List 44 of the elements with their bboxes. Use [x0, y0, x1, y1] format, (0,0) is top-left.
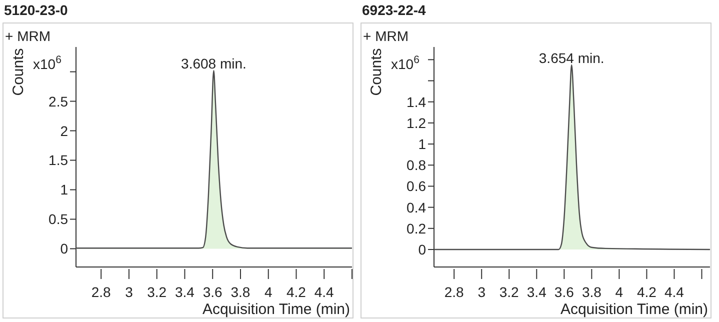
x-tick-label: 4: [615, 284, 624, 300]
text: x10$^{6}$: [391, 54, 420, 72]
x-tick-label: 2.8: [444, 284, 464, 300]
x-tick-label: 4.4: [664, 284, 684, 300]
x-tick-label: 3: [478, 284, 486, 300]
x-tick-label: 3.6: [202, 284, 223, 300]
x-axis-title: Acquisition Time (min): [560, 301, 708, 318]
y-axis-title: Counts: [10, 48, 27, 96]
chart-title: 5120-23-0: [4, 2, 68, 18]
x-tick-label: 3.4: [174, 284, 195, 300]
y-tick-label: 0: [418, 241, 426, 258]
x-tick-label: 4: [264, 284, 272, 300]
x-tick-label: 4.2: [636, 284, 657, 300]
y-tick-label: 0.4: [406, 199, 426, 216]
y-tick-label: 1.5: [48, 152, 68, 168]
y-axis-title: Counts: [368, 48, 385, 96]
x-axis-title: Acquisition Time (min): [202, 301, 350, 318]
text: + MRM: [363, 28, 408, 44]
y-tick-label: 2: [60, 122, 68, 139]
x-tick-label: 3.2: [147, 284, 167, 300]
x-tick-label: 3.2: [499, 284, 520, 300]
annotation: 3.654 min.: [538, 50, 604, 66]
x-tick-label: 2.8: [91, 284, 112, 300]
x-tick-label: 3.8: [230, 284, 250, 300]
y-tick-label: 0.2: [406, 220, 426, 236]
x-tick-label: 3.6: [554, 284, 574, 300]
y-tick-label: 1.4: [406, 94, 426, 110]
x-tick-label: 4.2: [286, 284, 306, 300]
x-tick-label: 3: [125, 284, 134, 300]
text: + MRM: [5, 28, 50, 44]
x-tick-label: 4.4: [314, 284, 334, 300]
y-tick-label: 0: [60, 240, 68, 257]
chart-title: 6923-22-4: [362, 2, 426, 18]
y-tick-label: 0.5: [48, 211, 68, 228]
y-tick-label: 1.2: [406, 114, 426, 131]
text: x10$^{6}$: [33, 54, 62, 72]
y-tick-label: 0.6: [406, 178, 426, 194]
annotation: 3.608 min.: [181, 56, 246, 72]
y-tick-label: 2.5: [48, 93, 68, 110]
y-tick-label: 1: [60, 182, 68, 198]
y-tick-label: 1: [418, 136, 426, 152]
x-tick-label: 3.8: [582, 284, 602, 300]
y-tick-label: 0.8: [406, 157, 426, 174]
x-tick-label: 3.4: [526, 284, 547, 300]
